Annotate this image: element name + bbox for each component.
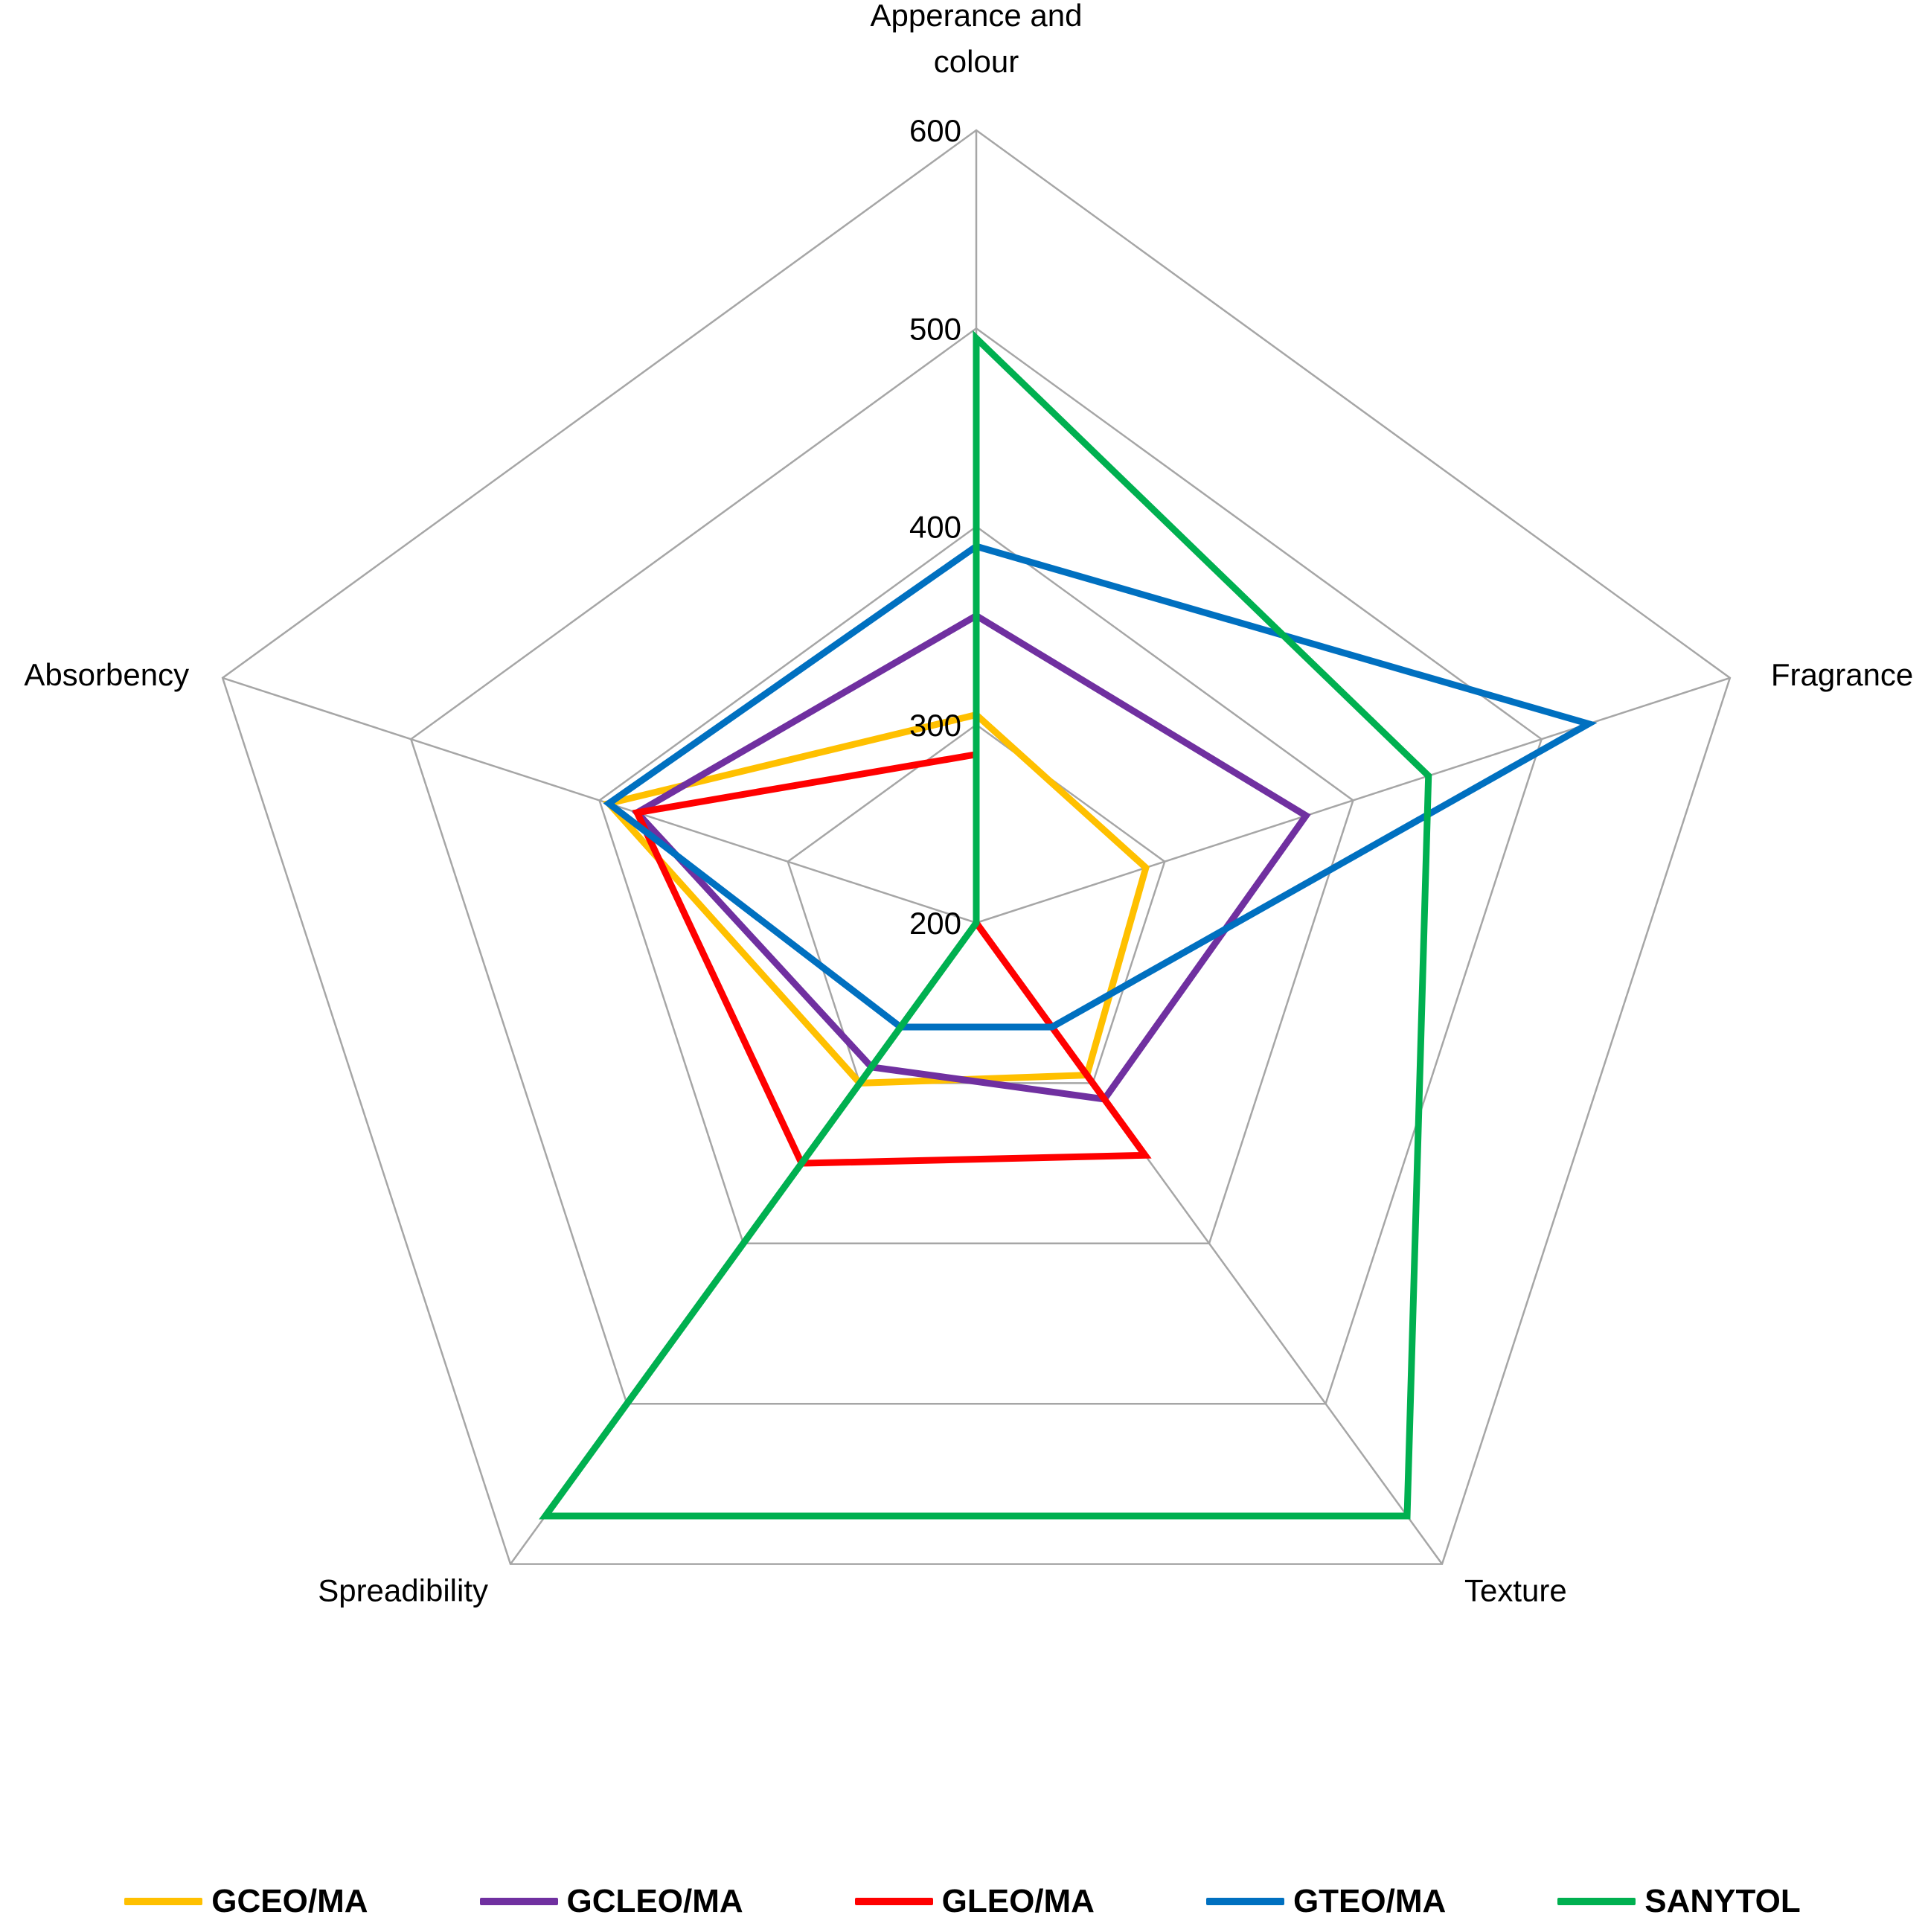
legend-item: SANYTOL [1557, 1883, 1801, 1920]
axis-label: Fragrance [1771, 657, 1913, 692]
series-polygon-sanytol [539, 330, 1432, 1520]
axis-spoke [976, 676, 1731, 924]
legend-label-gteo: GTEO/MA [1293, 1883, 1447, 1919]
grid-ring [598, 525, 1354, 1245]
grid-ring [409, 327, 1543, 1405]
axis-label: Absorbency [24, 657, 189, 692]
legend-item: GTEO/MA [1205, 1883, 1447, 1920]
axis-spoke [222, 676, 977, 924]
legend-item: GCEO/MA [124, 1883, 368, 1920]
series-polygon-gleo-ma [632, 750, 1152, 1167]
legend-label-gceo: GCEO/MA [211, 1883, 368, 1919]
axis-label: Texture [1464, 1573, 1567, 1608]
tick-label: 600 [909, 113, 961, 148]
legend-label-gcleo: GCLEO/MA [566, 1883, 743, 1919]
axis-label: Spreadibility [318, 1573, 488, 1608]
legend-swatch-gceo [124, 1898, 203, 1905]
tick-label: 300 [909, 708, 961, 743]
legend-item: GCLEO/MA [479, 1883, 743, 1920]
tick-label: 200 [909, 906, 961, 941]
series-polygon-gteo-ma [603, 543, 1598, 1031]
axis-label: Apperance and colour [871, 0, 1083, 79]
legend-swatch-gcleo [479, 1898, 558, 1905]
legend-swatch-gteo [1205, 1898, 1284, 1905]
legend-label-gleo: GLEO/MA [941, 1883, 1095, 1919]
legend-label-sanytol: SANYTOL [1644, 1883, 1801, 1919]
legend: GCEO/MA GCLEO/MA GLEO/MA GTEO/MA SANYTOL [0, 1875, 1925, 1928]
legend-item: GLEO/MA [854, 1883, 1095, 1920]
legend-swatch-sanytol [1557, 1898, 1636, 1905]
series-layer [539, 330, 1598, 1520]
grid-ring [221, 129, 1732, 1565]
label-layer: 200 300 400 500 600 Apperance and colour Fragra… [24, 0, 1913, 1608]
series-polygon-gcleo-ma [632, 612, 1311, 1103]
tick-label: 400 [909, 510, 961, 545]
legend-swatch-gleo [854, 1898, 933, 1905]
tick-label: 500 [909, 311, 961, 346]
